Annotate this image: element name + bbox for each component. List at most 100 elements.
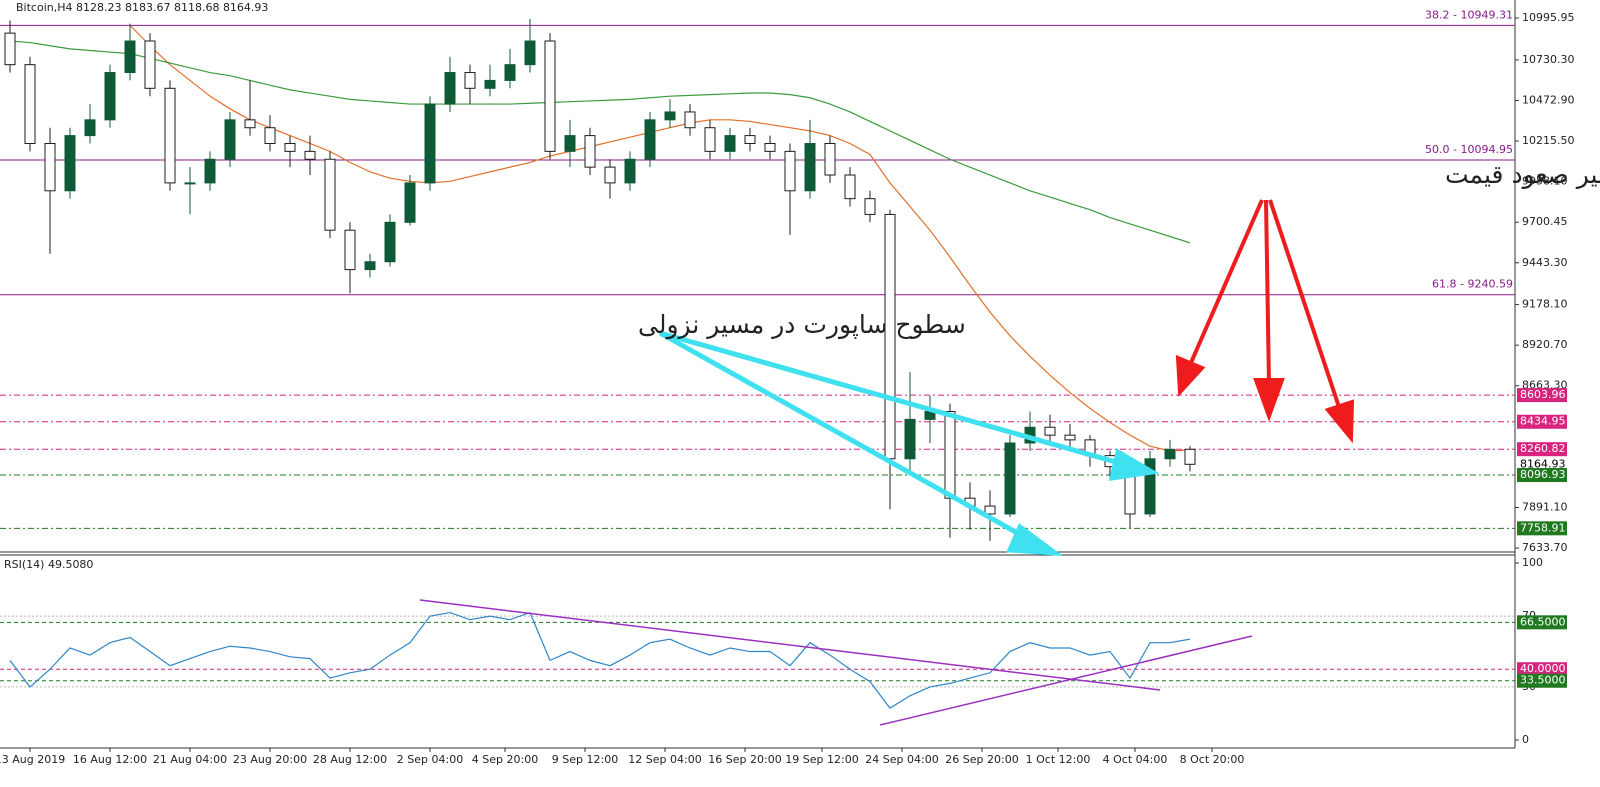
arrow (659, 330, 1131, 469)
x-tick-label: 1 Oct 12:00 (1026, 753, 1091, 766)
resistance-arrows (1175, 199, 1355, 444)
candle-body (504, 64, 516, 81)
y-tick-label: 100 (1522, 556, 1543, 569)
candle-body (304, 150, 316, 160)
level-label: 8164.93 (1520, 457, 1566, 470)
candle-body (124, 40, 136, 74)
candle-body (224, 119, 236, 160)
arrowhead (1253, 378, 1285, 422)
support-arrows (658, 330, 1160, 557)
level-label: 66.5000 (1520, 615, 1566, 628)
rsi-title: RSI(14) 49.5080 (4, 558, 93, 571)
level-tag (1517, 414, 1567, 429)
candle-body (664, 111, 676, 121)
arrow (658, 330, 1032, 543)
x-tick-label: 19 Sep 12:00 (785, 753, 858, 766)
candle-body (4, 32, 16, 66)
candle-body (544, 40, 556, 152)
level-label: 40.0000 (1520, 662, 1566, 675)
x-tick-label: 16 Sep 20:00 (708, 753, 781, 766)
arrowhead (1108, 448, 1160, 482)
x-tick-label: 4 Oct 04:00 (1103, 753, 1168, 766)
level-label: 8096.93 (1520, 468, 1566, 481)
candle-body (324, 158, 336, 231)
candle-body (84, 119, 96, 137)
candle-body (164, 87, 176, 184)
arrow (1268, 199, 1342, 411)
candle-body (24, 64, 36, 144)
arrowhead (1006, 523, 1064, 557)
level-label: 8260.82 (1520, 442, 1566, 455)
candle-body (1144, 458, 1156, 515)
candle-body (244, 119, 256, 129)
level-tag (1517, 457, 1567, 472)
candle-body (1044, 426, 1056, 436)
arrowhead (1324, 399, 1355, 444)
level-tag (1517, 388, 1567, 403)
x-tick-label: 9 Sep 12:00 (552, 753, 618, 766)
y-tick-label: 10215.50 (1522, 134, 1575, 147)
level-tag (1517, 521, 1567, 536)
level-tag (1517, 615, 1567, 630)
candle-body (904, 418, 916, 460)
candle-body (764, 142, 776, 152)
x-tick-label: 12 Sep 04:00 (628, 753, 701, 766)
candle-body (484, 79, 496, 89)
y-tick-label: 0 (1522, 733, 1529, 746)
x-tick-label: 26 Sep 20:00 (945, 753, 1018, 766)
candle-body (524, 40, 536, 66)
level-tag (1517, 442, 1567, 457)
x-tick-label: 21 Aug 04:00 (153, 753, 227, 766)
y-tick-label: 7633.70 (1522, 541, 1568, 554)
resistance-note: سطوح رزیستنس در مسیر صعود قیمت (1445, 160, 1600, 189)
candle-body (1164, 448, 1176, 460)
candle-body (424, 103, 436, 184)
support-note: سطوح ساپورت در مسیر نزولی (638, 310, 966, 340)
y-tick-label: 8920.70 (1522, 338, 1568, 351)
moving-average (9, 40, 1191, 244)
candle-body (204, 158, 216, 184)
candle-body (264, 127, 276, 144)
trend-line (879, 635, 1253, 726)
y-tick-label: 10472.90 (1522, 93, 1575, 106)
y-tick-label: 10995.95 (1522, 11, 1575, 24)
level-label: 61.8 - 9240.59 (1432, 278, 1513, 291)
y-tick-label: 9700.45 (1522, 215, 1568, 228)
candle-body (644, 119, 656, 160)
level-tag (1517, 662, 1567, 677)
arrow (1188, 199, 1264, 366)
candle-body (184, 182, 196, 185)
y-tick-label: 9958.10 (1522, 175, 1568, 188)
y-tick-label: 10730.30 (1522, 53, 1575, 66)
candle-body (64, 135, 76, 192)
candle-body (884, 213, 896, 460)
moving-average (129, 24, 1191, 452)
arrow (1264, 199, 1271, 386)
x-tick-label: 24 Sep 04:00 (865, 753, 938, 766)
level-tag (1517, 673, 1567, 688)
level-tag (1517, 468, 1567, 483)
y-tick-label: 9443.30 (1522, 256, 1568, 269)
candle-body (384, 221, 396, 263)
level-label: 8434.95 (1520, 415, 1566, 428)
candle-body (1184, 448, 1196, 465)
chart-title: Bitcoin,H4 8128.23 8183.67 8118.68 8164.… (16, 1, 268, 14)
candle-body (1064, 434, 1076, 441)
candle-body (804, 142, 816, 192)
candle-body (604, 166, 616, 184)
candle-body (684, 111, 696, 129)
candle-body (944, 410, 956, 499)
candle-body (364, 261, 376, 271)
candle-body (464, 72, 476, 89)
candle-body (704, 127, 716, 152)
x-tick-label: 4 Sep 20:00 (472, 753, 538, 766)
candle-body (344, 229, 356, 271)
candle-body (584, 135, 596, 168)
level-label: 7758.91 (1520, 521, 1566, 534)
plot: 10995.95 10730.30 10472.90 10215.50 9958.10 9… (0, 8, 1575, 766)
x-tick-label: 16 Aug 12:00 (73, 753, 147, 766)
candle-body (1004, 442, 1016, 515)
candle-body (564, 135, 576, 152)
candle-body (744, 135, 756, 144)
